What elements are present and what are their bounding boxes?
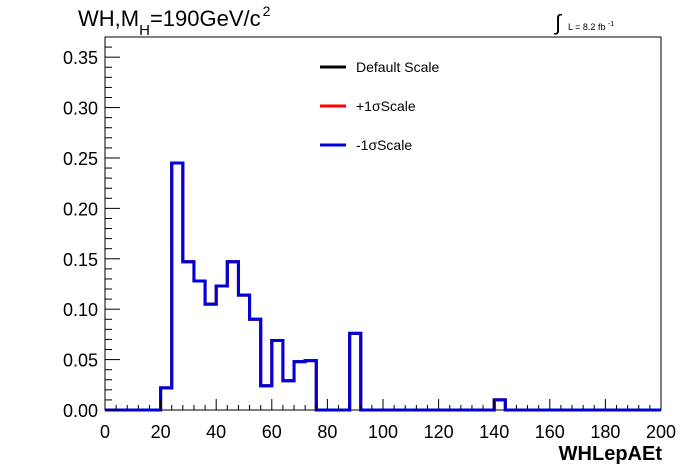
legend-label-0: Default Scale [356, 59, 439, 75]
integral-symbol: ∫ [555, 10, 562, 35]
title-subscript: H [139, 22, 150, 39]
chart-title: WH,MH=190GeV/c 2 [78, 3, 271, 39]
y-tick-label: 0.20 [63, 199, 98, 219]
x-tick-label: 0 [100, 422, 110, 442]
y-tick-label: 0.05 [63, 351, 98, 371]
x-tick-label: 60 [262, 422, 282, 442]
title-main: WH,M [78, 6, 140, 31]
plot-frame [104, 36, 662, 411]
x-axis-title: WHLepAEt [559, 443, 663, 465]
title-superscript: 2 [262, 3, 271, 19]
series-layer [105, 161, 661, 412]
series-line-2 [105, 161, 661, 412]
tick-labels: 0 20 40 60 80 100 120 140 160 180 200 0.00 0.05 0.10 0… [63, 48, 676, 442]
x-tick-label: 180 [590, 422, 620, 442]
y-tick-label: 0.30 [63, 99, 98, 119]
series-line-0 [105, 161, 661, 412]
x-tick-label: 120 [424, 422, 454, 442]
axis-ticks [104, 36, 662, 411]
series-line-1 [105, 161, 661, 412]
x-tick-label: 100 [368, 422, 398, 442]
y-tick-label: 0.25 [63, 149, 98, 169]
title-rest: =190GeV/c [149, 6, 261, 31]
legend: Default Scale +1σScale -1σScale [320, 59, 439, 153]
x-tick-label: 20 [151, 422, 171, 442]
plot-area-border [104, 36, 662, 411]
x-tick-label: 140 [479, 422, 509, 442]
y-tick-label: 0.15 [63, 250, 98, 270]
lumi-text: L = 8.2 fb [568, 22, 606, 32]
y-tick-label: 0.35 [63, 48, 98, 68]
y-tick-label: 0.10 [63, 300, 98, 320]
x-tick-label: 160 [535, 422, 565, 442]
x-tick-label: 40 [206, 422, 226, 442]
x-tick-label: 80 [317, 422, 337, 442]
y-tick-label: 0.00 [63, 401, 98, 421]
legend-label-1: +1σScale [356, 98, 416, 114]
x-tick-label: 200 [646, 422, 676, 442]
lumi-superscript: -1 [607, 21, 615, 28]
legend-label-2: -1σScale [356, 137, 412, 153]
